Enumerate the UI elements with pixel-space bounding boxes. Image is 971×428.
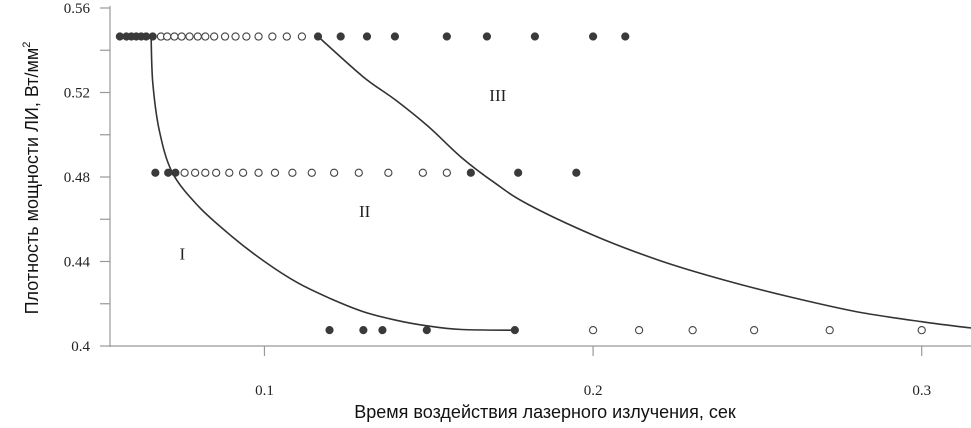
y-tick-label: 0.44: [64, 255, 91, 271]
data-point-open: [201, 32, 210, 41]
data-point-open: [211, 168, 221, 177]
x-tick-label: 0.3: [912, 383, 931, 399]
data-point-filled: [530, 32, 540, 41]
data-points: [115, 32, 926, 335]
y-axis-label-text: Плотность мощности ЛИ, Вт/мм: [22, 48, 42, 315]
data-point-filled: [151, 168, 160, 177]
data-point-filled: [510, 326, 519, 335]
data-point-filled: [572, 168, 581, 177]
axes: [109, 6, 971, 347]
data-point-filled: [313, 32, 323, 41]
y-tick-label: 0.4: [71, 339, 90, 355]
data-point-filled: [325, 326, 334, 335]
data-point-open: [282, 32, 291, 41]
data-point-filled: [482, 32, 492, 41]
data-point-open: [688, 326, 697, 335]
data-point-open: [201, 168, 210, 177]
y-tick-label: 0.56: [64, 1, 91, 17]
data-point-open: [384, 168, 393, 177]
y-axis-label: Плотность мощности ЛИ, Вт/мм2: [21, 42, 42, 315]
data-point-open: [442, 168, 451, 177]
boundary-curve-I: [150, 36, 515, 331]
data-point-open: [170, 32, 179, 41]
data-point-filled: [164, 168, 173, 177]
data-point-filled: [362, 32, 372, 41]
ticks: 0.4 0.44 0.48 0.52 0.56 0.1 0.2 0.3: [64, 1, 931, 399]
x-axis-label: Время воздействия лазерного излучения, с…: [354, 402, 736, 422]
boundary-curves: [150, 35, 971, 331]
data-point-open: [588, 326, 598, 335]
data-point-open: [329, 168, 339, 177]
data-point-filled: [422, 326, 431, 335]
data-point-filled: [514, 168, 523, 177]
data-point-filled: [588, 32, 598, 41]
y-tick-label: 0.52: [64, 86, 90, 102]
data-point-open: [238, 168, 248, 177]
data-point-filled: [621, 32, 630, 41]
data-point-open: [242, 32, 251, 41]
data-point-filled: [336, 32, 345, 41]
data-point-filled: [148, 32, 157, 41]
data-point-filled: [171, 168, 180, 177]
x-tick-label: 0.1: [255, 383, 274, 399]
data-point-open: [307, 168, 316, 177]
data-point-filled: [359, 326, 368, 335]
data-point-open: [254, 168, 263, 177]
data-point-open: [268, 32, 277, 41]
data-point-open: [193, 32, 202, 41]
x-tick-label: 0.2: [584, 383, 603, 399]
data-point-open: [254, 32, 263, 41]
region-label: II: [359, 202, 371, 221]
data-point-open: [225, 168, 234, 177]
data-point-open: [825, 326, 834, 335]
data-point-open: [177, 32, 186, 41]
boundary-curve-II: [317, 35, 971, 329]
data-point-open: [185, 32, 194, 41]
data-point-open: [917, 326, 926, 335]
data-point-filled: [390, 32, 400, 41]
data-point-filled: [466, 168, 475, 177]
data-point-open: [180, 168, 189, 177]
data-point-filled: [442, 32, 451, 41]
data-point-open: [749, 326, 759, 335]
data-point-open: [220, 32, 230, 41]
region-label: I: [179, 244, 185, 263]
data-point-open: [190, 168, 200, 177]
data-point-open: [288, 168, 297, 177]
data-point-open: [163, 32, 172, 41]
y-axis-label-superscript: 2: [21, 42, 33, 48]
data-point-open: [231, 32, 240, 41]
data-point-open: [418, 168, 428, 177]
data-point-open: [634, 326, 644, 335]
data-point-open: [354, 168, 363, 177]
data-point-open: [270, 168, 280, 177]
data-point-filled: [378, 326, 387, 335]
y-tick-label: 0.48: [64, 170, 90, 186]
region-label: III: [489, 86, 506, 105]
data-point-open: [297, 32, 307, 41]
data-point-open: [210, 32, 219, 41]
